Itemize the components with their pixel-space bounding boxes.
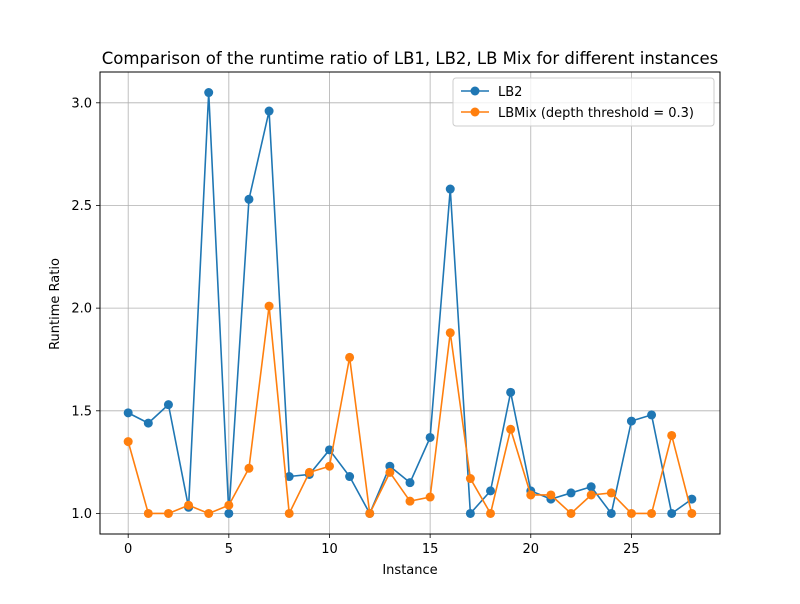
x-axis-label: Instance xyxy=(382,563,437,578)
data-point xyxy=(123,408,133,418)
data-point xyxy=(345,352,355,362)
x-tick-label: 5 xyxy=(225,542,233,557)
ticks: 0 5 10 15 20 25 1.0 1.5 2.0 2.5 3.0 xyxy=(71,96,639,557)
data-point xyxy=(626,416,636,426)
data-point xyxy=(264,106,274,116)
data-point xyxy=(486,486,496,496)
x-tick-label: 10 xyxy=(321,542,338,557)
data-point xyxy=(647,508,657,518)
data-point xyxy=(546,490,556,500)
x-tick-label: 25 xyxy=(623,542,640,557)
axes-frame xyxy=(99,71,721,535)
data-point xyxy=(244,194,254,204)
data-point xyxy=(143,418,153,428)
data-point xyxy=(264,301,274,311)
data-point xyxy=(465,508,475,518)
data-point xyxy=(324,461,334,471)
data-point xyxy=(566,488,576,498)
data-point xyxy=(687,494,697,504)
data-point xyxy=(304,467,314,477)
data-point xyxy=(244,463,254,473)
data-point xyxy=(224,500,234,510)
data-point xyxy=(687,508,697,518)
legend-label-lb2: LB2 xyxy=(498,85,522,100)
data-point xyxy=(486,508,496,518)
data-point xyxy=(204,88,214,98)
data-point xyxy=(425,492,435,502)
data-point xyxy=(204,508,214,518)
data-point xyxy=(586,490,596,500)
legend-box xyxy=(452,77,715,127)
y-tick-label: 2.0 xyxy=(71,302,92,317)
data-point xyxy=(123,437,133,447)
data-point xyxy=(143,508,153,518)
series-layer xyxy=(123,88,697,518)
legend-marker-lb2 xyxy=(470,86,480,96)
data-point xyxy=(385,467,395,477)
data-point xyxy=(284,508,294,518)
data-point xyxy=(445,328,455,338)
data-point xyxy=(506,424,516,434)
data-point xyxy=(566,508,576,518)
data-point xyxy=(365,508,375,518)
data-point xyxy=(345,472,355,482)
series-1 xyxy=(123,301,697,518)
data-point xyxy=(224,508,234,518)
data-point xyxy=(526,490,536,500)
data-point xyxy=(506,387,516,397)
data-point xyxy=(606,488,616,498)
data-point xyxy=(667,430,677,440)
y-tick-label: 1.0 xyxy=(71,507,92,522)
data-point xyxy=(647,410,657,420)
data-point xyxy=(184,500,194,510)
chart-title: Comparison of the runtime ratio of LB1, … xyxy=(102,49,719,68)
x-tick-label: 0 xyxy=(124,542,132,557)
data-point xyxy=(385,461,395,471)
data-point xyxy=(405,478,415,488)
data-point xyxy=(445,184,455,194)
data-point xyxy=(586,482,596,492)
legend: LB2 LBMix (depth threshold = 0.3) xyxy=(452,77,715,127)
legend-marker-lbmix xyxy=(470,107,480,117)
data-point xyxy=(667,508,677,518)
data-point xyxy=(606,508,616,518)
y-tick-label: 3.0 xyxy=(71,96,92,111)
x-tick-label: 15 xyxy=(422,542,439,557)
data-point xyxy=(284,472,294,482)
data-point xyxy=(163,400,173,410)
data-point xyxy=(163,508,173,518)
y-tick-label: 1.5 xyxy=(71,404,92,419)
legend-label-lbmix: LBMix (depth threshold = 0.3) xyxy=(498,106,694,121)
data-point xyxy=(405,496,415,506)
data-point xyxy=(626,508,636,518)
data-point xyxy=(465,474,475,484)
y-tick-label: 2.5 xyxy=(71,199,92,214)
data-point xyxy=(425,432,435,442)
y-axis-label: Runtime Ratio xyxy=(48,258,63,350)
x-tick-label: 20 xyxy=(523,542,540,557)
